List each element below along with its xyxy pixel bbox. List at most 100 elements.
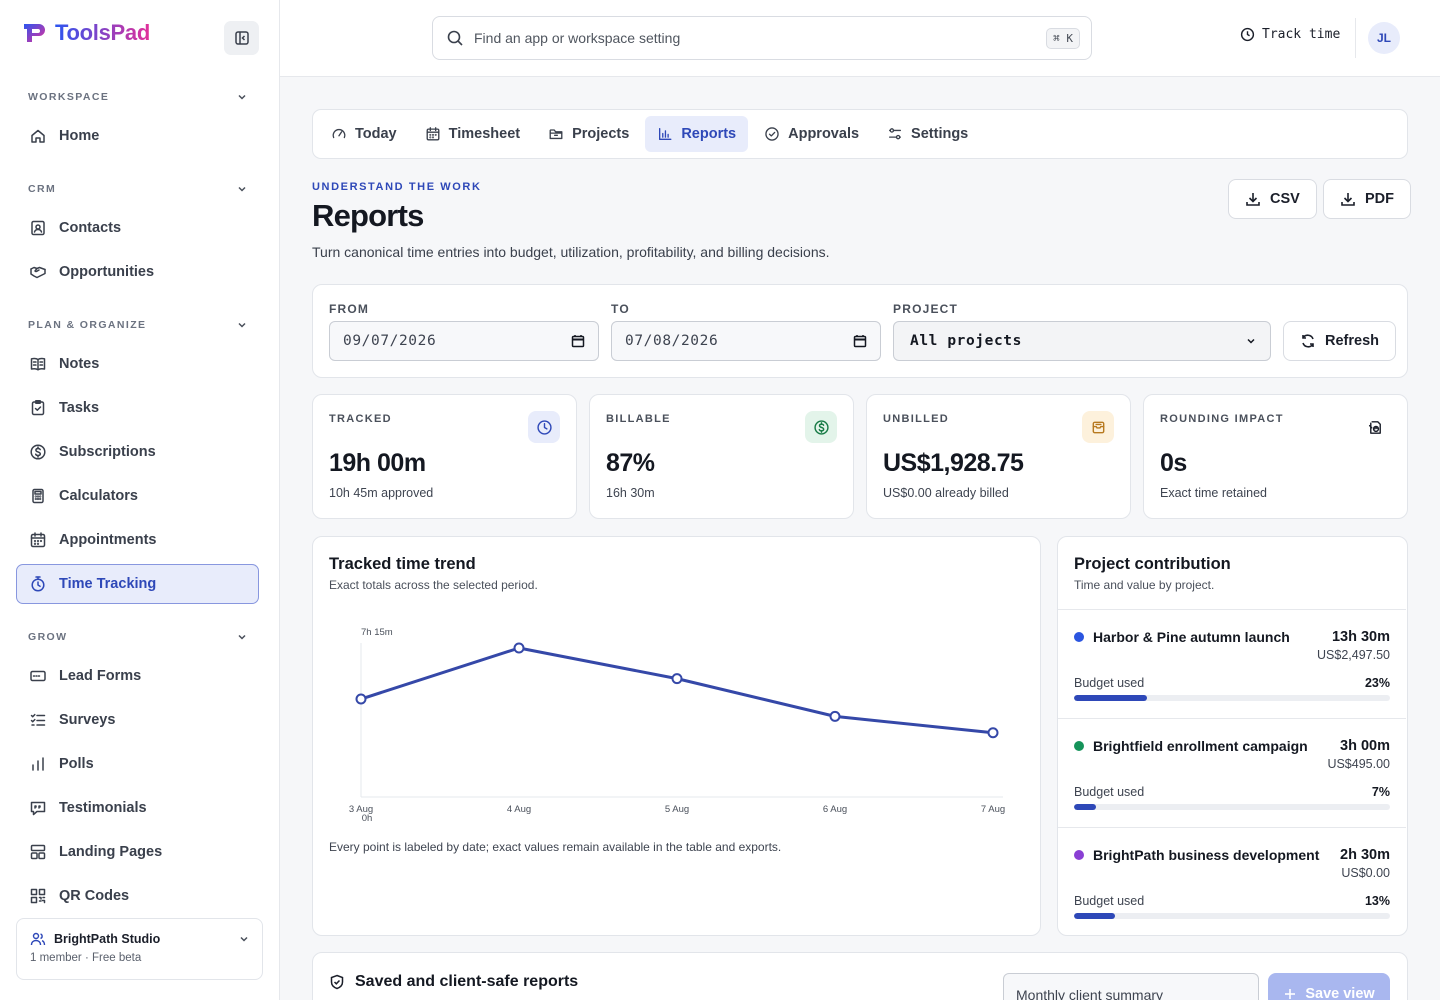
stat-label: UNBILLED [883,413,950,425]
chevron-down-icon [236,91,248,103]
to-date-input[interactable]: 07/08/2026 [611,321,881,361]
data-point [829,710,841,722]
search-input[interactable]: Find an app or workspace setting ⌘ K [432,16,1092,60]
rounding-icon [1359,411,1391,443]
tab-label: Timesheet [448,126,521,142]
page-subtitle: Turn canonical time entries into budget,… [312,244,830,260]
project-name-text: Brightfield enrollment campaign [1093,738,1308,754]
filter-panel: FROM 09/07/2026 TO 07/08/2026 PROJECT Al… [312,284,1408,378]
sidebar-item-opportunities[interactable]: Opportunities [16,252,259,292]
sidebar-section-header[interactable]: PLAN & ORGANIZE [28,319,248,331]
sidebar-item-testimonials[interactable]: Testimonials [16,788,259,828]
sidebar-item-calculators[interactable]: Calculators [16,476,259,516]
stat-card-rounding-impact: ROUNDING IMPACT 0s Exact time retained [1143,394,1408,519]
sidebar-item-time-tracking[interactable]: Time Tracking [16,564,259,604]
stat-value: 87% [606,449,655,477]
clock-icon [528,411,560,443]
tab-today[interactable]: Today [319,116,409,152]
stat-card-billable: BILLABLE 87% 16h 30m [589,394,854,519]
sidebar-item-tasks[interactable]: Tasks [16,388,259,428]
stopwatch-icon [29,575,47,593]
notes-icon [29,355,47,373]
stat-card-unbilled: UNBILLED US$1,928.75 US$0.00 already bille… [866,394,1131,519]
sidebar-item-notes[interactable]: Notes [16,344,259,384]
chevron-down-icon [238,933,250,945]
budget-percent: 7% [1371,785,1390,799]
save-view-label: Save view [1305,986,1375,1000]
y-tick-label: 7h 15m [361,627,393,638]
track-time-button[interactable]: Track time [1240,27,1340,42]
sidebar-item-lead-forms[interactable]: Lead Forms [16,656,259,696]
sidebar-item-qr-codes[interactable]: QR Codes [16,876,259,916]
sidebar-item-contacts[interactable]: Contacts [16,208,259,248]
project-label: PROJECT [893,302,959,316]
section-title: WORKSPACE [28,91,110,103]
refresh-button[interactable]: Refresh [1283,321,1396,361]
project-select[interactable]: All projects [893,321,1271,361]
tab-projects[interactable]: Projects [536,116,641,152]
collapse-sidebar-button[interactable] [224,21,259,55]
sidebar-item-label: Contacts [59,220,122,236]
stat-note: US$0.00 already billed [883,486,1009,500]
page-eyebrow: UNDERSTAND THE WORK [312,181,482,193]
trend-title: Tracked time trend [329,555,476,573]
budget-progress-bar [1074,695,1390,701]
project-row[interactable]: BrightPath business development 2h 30m US$… [1058,827,1406,936]
from-label: FROM [329,302,370,316]
sidebar-item-label: Home [59,128,100,144]
sidebar-item-surveys[interactable]: Surveys [16,700,259,740]
stat-label: TRACKED [329,413,392,425]
chevron-down-icon [236,631,248,643]
dollar-circle-icon [805,411,837,443]
x-tick-label: 3 Aug [349,804,373,815]
budget-label: Budget used [1074,894,1145,908]
tab-approvals[interactable]: Approvals [752,116,871,152]
project-row[interactable]: Harbor & Pine autumn launch 13h 30m US$2,4… [1058,609,1406,718]
sliders-icon [887,126,903,142]
sidebar-item-home[interactable]: Home [16,116,259,156]
project-row[interactable]: Brightfield enrollment campaign 3h 00m US$… [1058,718,1406,827]
divider [1355,18,1356,58]
section-title: CRM [28,183,57,195]
sidebar-section-header[interactable]: WORKSPACE [28,91,248,103]
save-view-button[interactable]: Save view [1268,973,1390,1000]
from-date-input[interactable]: 09/07/2026 [329,321,599,361]
avatar[interactable]: JL [1368,22,1400,54]
project-color-dot [1074,632,1084,642]
track-time-label: Track time [1262,27,1341,42]
tab-settings[interactable]: Settings [875,116,980,152]
stat-note: 10h 45m approved [329,486,434,500]
budget-progress-bar [1074,804,1390,810]
brand[interactable]: ToolsPad [21,20,150,46]
export-pdf-button[interactable]: PDF [1323,179,1411,219]
sidebar-item-subscriptions[interactable]: Subscriptions [16,432,259,472]
sidebar-item-label: Notes [59,356,100,372]
tab-timesheet[interactable]: Timesheet [413,116,532,152]
stat-value: 19h 00m [329,449,426,477]
budget-progress-fill [1074,804,1097,810]
project-color-dot [1074,850,1084,860]
data-point [355,693,367,705]
sidebar-item-label: Appointments [59,532,157,548]
stat-note: 16h 30m [606,486,655,500]
sidebar-item-landing-pages[interactable]: Landing Pages [16,832,259,872]
export-csv-button[interactable]: CSV [1228,179,1317,219]
saved-reports-panel: Saved and client-safe reports Monthly cl… [312,952,1408,1000]
project-hours: 2h 30m [1340,847,1390,863]
bar-chart-icon [657,126,673,142]
contribution-title: Project contribution [1074,555,1231,573]
report-name-input[interactable]: Monthly client summary [1003,973,1259,1000]
sidebar: ToolsPad WORKSPACE Home CRM Contacts Opportu… [0,0,280,1000]
csv-label: CSV [1270,191,1300,207]
handshake-icon [29,263,47,281]
sidebar-item-label: Opportunities [59,264,155,280]
project-select-value: All projects [910,333,1022,349]
sidebar-section-header[interactable]: GROW [28,631,248,643]
sidebar-item-polls[interactable]: Polls [16,744,259,784]
shield-check-icon [329,974,345,990]
sidebar-item-appointments[interactable]: Appointments [16,520,259,560]
check-circle-icon [764,126,780,142]
workspace-switcher[interactable]: BrightPath Studio 1 member · Free beta [16,918,263,980]
tab-reports[interactable]: Reports [645,116,749,152]
sidebar-section-header[interactable]: CRM [28,183,248,195]
